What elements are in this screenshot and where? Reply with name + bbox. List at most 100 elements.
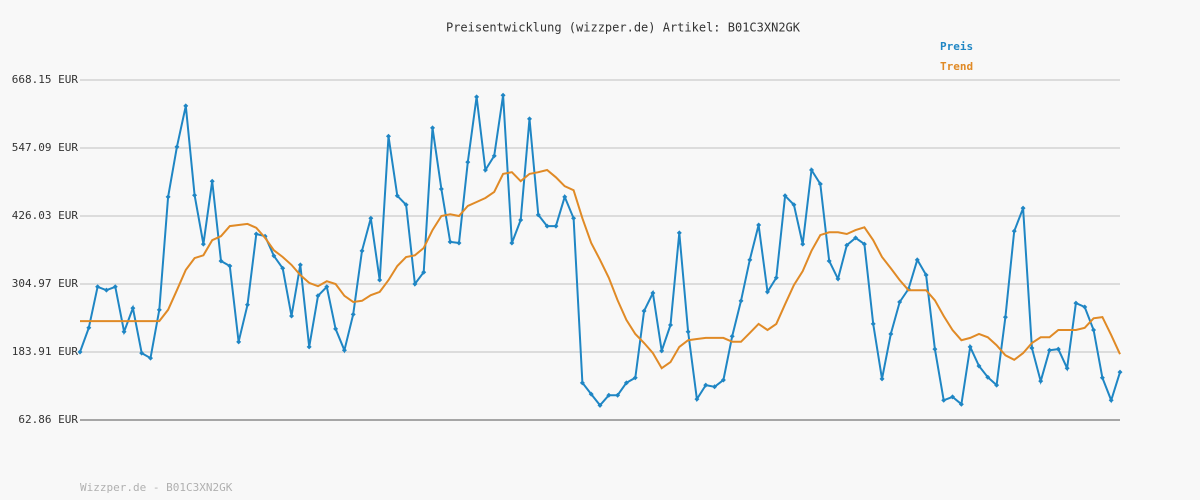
point-marker [535, 212, 541, 218]
point-marker [500, 92, 506, 98]
point-marker [976, 363, 982, 369]
point-marker [870, 321, 876, 327]
legend-label: Trend [940, 60, 973, 73]
point-marker [148, 355, 154, 361]
point-marker [518, 217, 524, 223]
point-marker [659, 348, 665, 354]
point-marker [156, 307, 162, 313]
point-marker [738, 298, 744, 304]
point-marker [914, 257, 920, 263]
point-marker [1073, 300, 1079, 306]
point-marker [456, 240, 462, 246]
point-marker [509, 240, 515, 246]
point-marker [826, 258, 832, 264]
point-marker [121, 329, 127, 335]
point-marker [465, 159, 471, 165]
point-marker [1117, 369, 1123, 375]
point-marker [350, 311, 356, 317]
point-marker [764, 289, 770, 295]
point-marker [668, 322, 674, 328]
point-marker [756, 222, 762, 228]
point-marker [280, 265, 286, 271]
point-marker [694, 396, 700, 402]
point-marker [800, 241, 806, 247]
point-marker [950, 394, 956, 400]
point-marker [227, 263, 233, 269]
point-marker [324, 284, 330, 290]
point-marker [183, 103, 189, 109]
point-marker [897, 299, 903, 305]
point-marker [139, 350, 145, 356]
point-marker [289, 313, 295, 319]
point-marker [888, 331, 894, 337]
point-marker [174, 144, 180, 150]
point-marker [271, 253, 277, 259]
point-marker [817, 181, 823, 187]
point-marker [244, 302, 250, 308]
point-marker [200, 241, 206, 247]
point-marker [1038, 378, 1044, 384]
legend-label: Preis [940, 40, 973, 53]
point-marker [359, 248, 365, 254]
point-marker [782, 193, 788, 199]
point-marker [853, 235, 859, 241]
point-marker [597, 402, 603, 408]
point-marker [130, 305, 136, 311]
point-marker [1002, 314, 1008, 320]
point-marker [236, 339, 242, 345]
footer: Wizzper.de - B01C3XN2GK [80, 481, 233, 494]
point-marker [844, 242, 850, 248]
point-marker [641, 308, 647, 314]
point-marker [412, 281, 418, 287]
point-marker [562, 194, 568, 200]
point-marker [482, 167, 488, 173]
point-marker [315, 293, 321, 299]
point-marker [685, 329, 691, 335]
point-marker [1029, 345, 1035, 351]
point-marker [403, 202, 409, 208]
point-marker [447, 239, 453, 245]
point-marker [588, 391, 594, 397]
point-marker [994, 382, 1000, 388]
point-marker [1099, 375, 1105, 381]
point-marker [835, 276, 841, 282]
point-marker [1020, 205, 1026, 211]
y-tick-label: 304.97 EUR [12, 277, 79, 290]
point-marker [333, 326, 339, 332]
point-marker [1064, 365, 1070, 371]
point-marker [112, 284, 118, 290]
point-marker [729, 333, 735, 339]
point-marker [165, 194, 171, 200]
point-marker [491, 153, 497, 159]
point-marker [368, 215, 374, 221]
point-marker [747, 257, 753, 263]
point-marker [571, 215, 577, 221]
y-tick-label: 183.91 EUR [12, 345, 79, 358]
y-tick-label: 668.15 EUR [12, 73, 79, 86]
point-marker [377, 277, 383, 283]
point-marker [385, 133, 391, 139]
point-marker [192, 192, 198, 198]
y-tick-label: 426.03 EUR [12, 209, 79, 222]
point-marker [421, 269, 427, 275]
point-marker [1046, 347, 1052, 353]
point-marker [861, 241, 867, 247]
point-marker [394, 193, 400, 199]
point-marker [1082, 304, 1088, 310]
point-marker [615, 392, 621, 398]
point-marker [712, 384, 718, 390]
point-marker [720, 377, 726, 383]
point-marker [791, 202, 797, 208]
point-marker [209, 178, 215, 184]
point-marker [1108, 397, 1114, 403]
point-marker [703, 382, 709, 388]
point-marker [941, 397, 947, 403]
point-marker [306, 344, 312, 350]
point-marker [95, 284, 101, 290]
point-marker [932, 346, 938, 352]
point-marker [606, 392, 612, 398]
point-marker [77, 349, 83, 355]
point-marker [632, 375, 638, 381]
